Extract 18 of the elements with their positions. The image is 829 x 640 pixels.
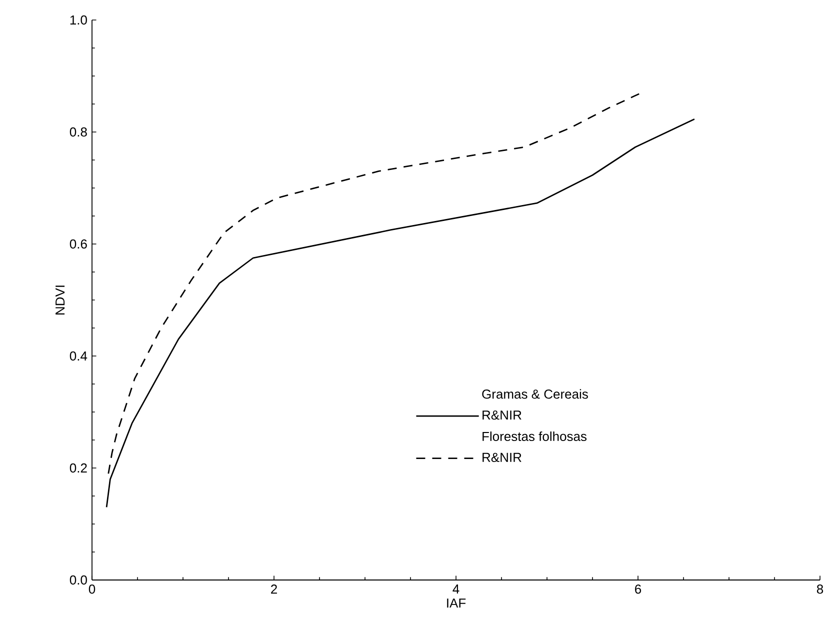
x-tick-label: 4 bbox=[452, 584, 460, 594]
x-tick-label: 2 bbox=[271, 584, 277, 594]
annotation: Gramas & Cereais bbox=[482, 389, 588, 399]
y-tick-label: 0.2 bbox=[70, 463, 87, 473]
y-tick-label: 0.0 bbox=[70, 575, 87, 585]
x-axis-title: IAF bbox=[447, 598, 466, 608]
x-tick-label: 0 bbox=[88, 584, 96, 594]
annotation: Florestas folhosas bbox=[482, 431, 587, 442]
x-tick-label: 6 bbox=[635, 584, 642, 594]
legend-label: R&NIR bbox=[482, 452, 522, 462]
x-tick-label: 8 bbox=[816, 584, 824, 594]
y-tick-label: 0.4 bbox=[70, 351, 88, 361]
y-tick-label: 0.8 bbox=[70, 127, 87, 137]
legend-label: R&NIR bbox=[482, 410, 522, 420]
y-axis-title: NDVI bbox=[56, 286, 65, 314]
line-series bbox=[106, 118, 696, 508]
y-tick-label: 1.0 bbox=[70, 15, 87, 25]
y-tick-label: 0.6 bbox=[70, 239, 87, 249]
